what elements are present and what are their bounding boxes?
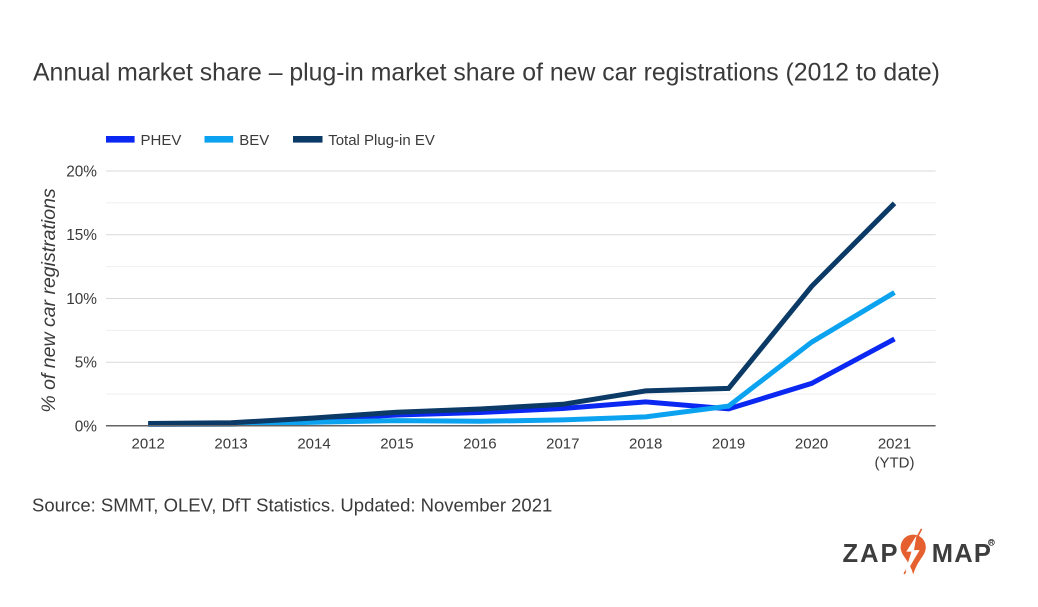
svg-text:MAP: MAP (932, 540, 992, 568)
svg-text:0%: 0% (75, 418, 98, 435)
svg-text:2012: 2012 (132, 436, 165, 453)
svg-text:5%: 5% (75, 355, 98, 372)
svg-text:20%: 20% (66, 163, 97, 180)
svg-text:Annual market share – plug-in: Annual market share – plug-in market sha… (33, 60, 940, 87)
svg-text:2021: 2021 (878, 436, 911, 453)
svg-text:2020: 2020 (795, 436, 828, 453)
svg-text:2016: 2016 (463, 436, 496, 453)
svg-text:PHEV: PHEV (141, 132, 182, 149)
svg-text:15%: 15% (66, 227, 97, 244)
svg-text:BEV: BEV (239, 132, 269, 149)
svg-text:% of new car registrations: % of new car registrations (38, 188, 60, 413)
svg-text:2013: 2013 (214, 436, 247, 453)
svg-text:2018: 2018 (629, 436, 662, 453)
svg-text:ZAP: ZAP (843, 540, 900, 568)
svg-text:Source: SMMT, OLEV, DfT Statis: Source: SMMT, OLEV, DfT Statistics. Upda… (32, 495, 552, 516)
svg-text:Total Plug-in EV: Total Plug-in EV (328, 132, 435, 149)
svg-text:2017: 2017 (546, 436, 579, 453)
svg-text:2014: 2014 (297, 436, 330, 453)
svg-text:2019: 2019 (712, 436, 745, 453)
svg-text:(YTD): (YTD) (875, 455, 915, 472)
svg-text:R: R (989, 540, 994, 547)
svg-text:10%: 10% (66, 291, 97, 308)
svg-text:2015: 2015 (380, 436, 413, 453)
